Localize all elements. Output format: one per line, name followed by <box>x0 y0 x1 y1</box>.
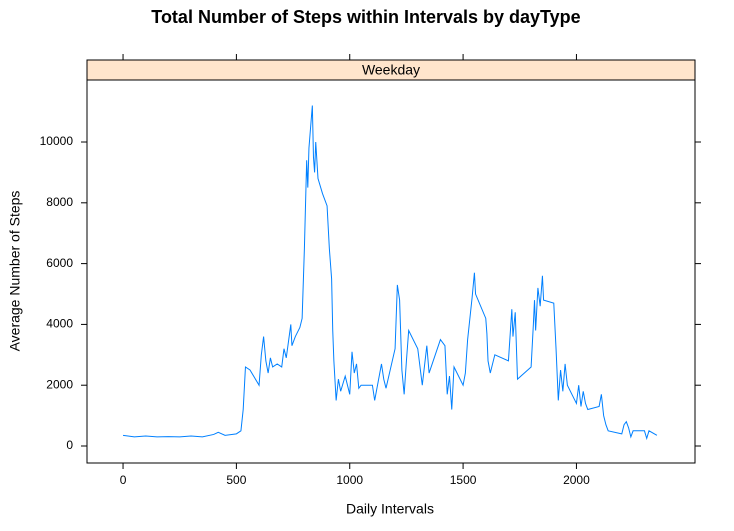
x-tick-label: 2000 <box>563 473 590 487</box>
x-axis-label: Daily Intervals <box>346 501 434 517</box>
y-axis-label: Average Number of Steps <box>7 191 23 352</box>
x-tick-label: 500 <box>226 473 246 487</box>
chart-title: Total Number of Steps within Intervals b… <box>151 7 580 27</box>
panel-border <box>86 79 696 464</box>
x-tick-label: 0 <box>120 473 127 487</box>
y-tick-label: 8000 <box>46 195 73 209</box>
y-tick-label: 2000 <box>46 377 73 391</box>
y-tick-label: 0 <box>66 438 73 452</box>
y-tick-label: 4000 <box>46 317 73 331</box>
strip-label: Weekday <box>362 62 420 78</box>
y-tick-label: 10000 <box>40 134 74 148</box>
x-tick-label: 1000 <box>336 473 363 487</box>
data-line <box>122 105 658 441</box>
x-tick-label: 1500 <box>450 473 477 487</box>
y-tick-label: 6000 <box>46 256 73 270</box>
